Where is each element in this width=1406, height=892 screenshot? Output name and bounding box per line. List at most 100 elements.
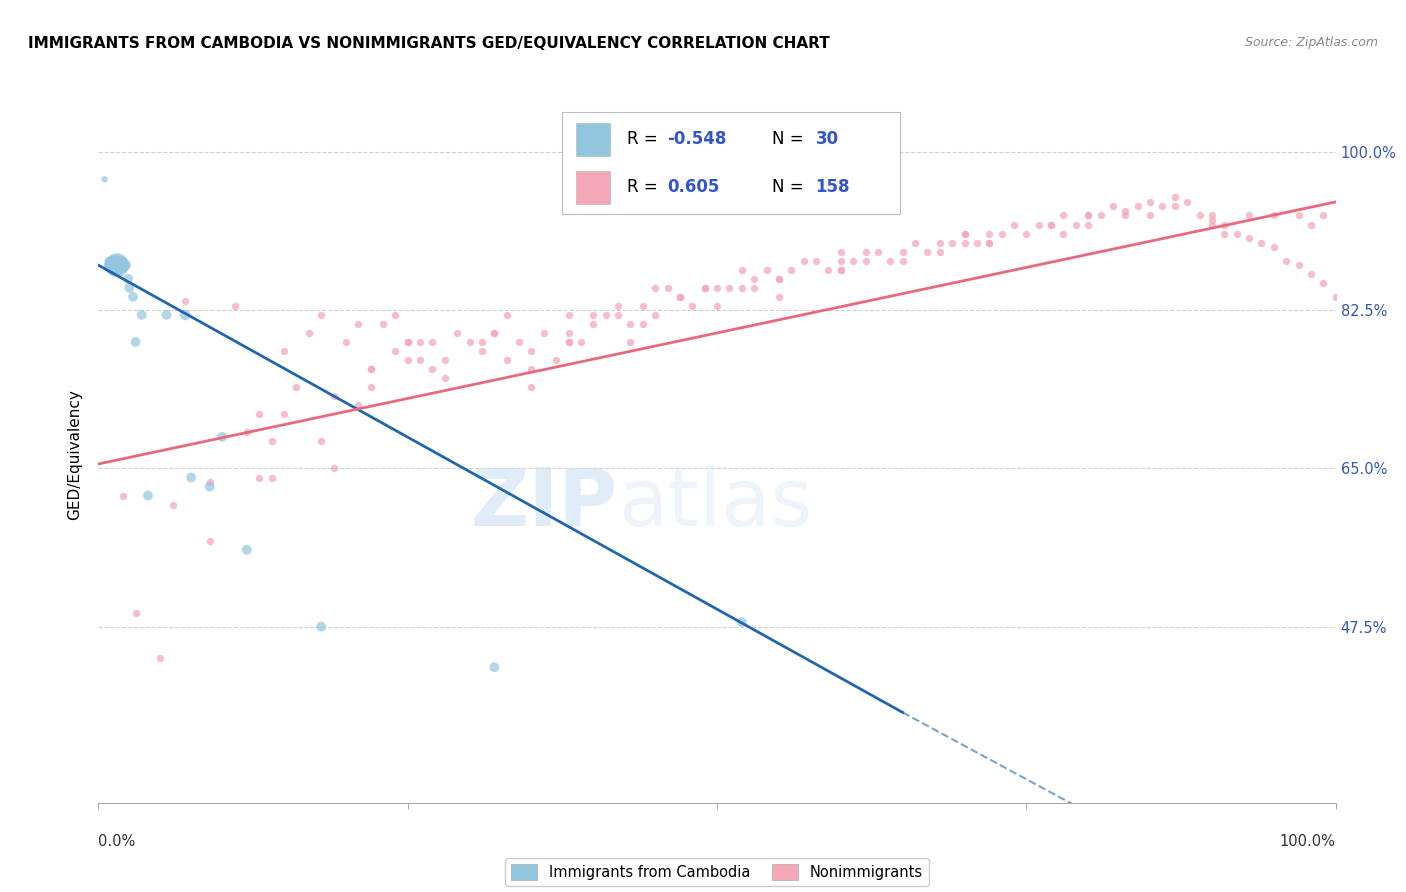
- Point: [1114, 209, 1136, 223]
- Point: [1064, 218, 1087, 232]
- Point: [247, 470, 270, 484]
- Point: [105, 258, 128, 272]
- Point: [180, 470, 202, 484]
- Point: [104, 258, 127, 272]
- Point: [669, 290, 692, 304]
- Point: [1040, 218, 1063, 232]
- Point: [1312, 209, 1334, 223]
- Point: [607, 308, 630, 322]
- Point: [1201, 213, 1223, 227]
- Point: [953, 235, 976, 250]
- Point: [1139, 209, 1161, 223]
- Point: [198, 479, 221, 493]
- Text: 30: 30: [815, 130, 838, 148]
- Point: [1040, 218, 1063, 232]
- Point: [1288, 258, 1310, 272]
- Point: [1288, 209, 1310, 223]
- Point: [508, 334, 530, 349]
- Point: [953, 227, 976, 241]
- Point: [1052, 209, 1074, 223]
- Point: [804, 253, 827, 268]
- Point: [917, 244, 939, 259]
- Point: [1237, 231, 1260, 245]
- Point: [582, 317, 605, 331]
- Point: [236, 542, 259, 557]
- Point: [979, 227, 1001, 241]
- Point: [768, 271, 790, 285]
- Point: [1077, 209, 1099, 223]
- Point: [458, 334, 481, 349]
- Text: -0.548: -0.548: [666, 130, 727, 148]
- Legend: Immigrants from Cambodia, Nonimmigrants: Immigrants from Cambodia, Nonimmigrants: [505, 858, 929, 886]
- Point: [103, 258, 125, 272]
- Point: [384, 344, 406, 359]
- Point: [298, 326, 321, 340]
- Point: [1226, 227, 1249, 241]
- Point: [1213, 218, 1236, 232]
- Point: [495, 353, 517, 368]
- Point: [1077, 218, 1099, 232]
- Point: [1275, 253, 1298, 268]
- Point: [1152, 199, 1174, 213]
- Point: [122, 290, 145, 304]
- Point: [928, 235, 950, 250]
- Point: [446, 326, 468, 340]
- Point: [1114, 203, 1136, 218]
- Point: [1175, 194, 1198, 209]
- Point: [706, 281, 728, 295]
- Point: [1164, 199, 1187, 213]
- Point: [966, 235, 988, 250]
- Text: atlas: atlas: [619, 465, 813, 542]
- Point: [731, 615, 754, 629]
- Point: [1139, 194, 1161, 209]
- Point: [105, 258, 128, 272]
- Point: [557, 326, 579, 340]
- Point: [273, 407, 295, 421]
- Point: [718, 281, 741, 295]
- Point: [1015, 227, 1038, 241]
- Point: [112, 258, 135, 272]
- Point: [347, 317, 370, 331]
- Point: [236, 425, 259, 440]
- Y-axis label: GED/Equivalency: GED/Equivalency: [67, 390, 83, 520]
- Point: [941, 235, 963, 250]
- Point: [273, 344, 295, 359]
- Point: [260, 470, 283, 484]
- FancyBboxPatch shape: [576, 171, 610, 204]
- Point: [1052, 227, 1074, 241]
- Point: [520, 362, 543, 376]
- Point: [1299, 267, 1322, 281]
- Point: [979, 235, 1001, 250]
- Point: [842, 253, 865, 268]
- Point: [422, 334, 444, 349]
- Point: [817, 262, 839, 277]
- Point: [607, 299, 630, 313]
- Point: [97, 253, 120, 268]
- Point: [174, 294, 197, 309]
- Point: [484, 326, 506, 340]
- Point: [669, 290, 692, 304]
- Point: [131, 308, 153, 322]
- Text: Source: ZipAtlas.com: Source: ZipAtlas.com: [1244, 36, 1378, 49]
- Point: [103, 258, 125, 272]
- Text: N =: N =: [772, 178, 808, 196]
- Point: [830, 244, 852, 259]
- Point: [124, 334, 146, 349]
- Point: [731, 262, 754, 277]
- Point: [309, 434, 332, 449]
- Point: [619, 334, 641, 349]
- Point: [1312, 277, 1334, 291]
- Point: [107, 258, 129, 272]
- Point: [533, 326, 555, 340]
- Point: [309, 308, 332, 322]
- Point: [681, 299, 703, 313]
- Point: [396, 334, 419, 349]
- Point: [433, 353, 456, 368]
- Point: [742, 271, 765, 285]
- Point: [360, 362, 382, 376]
- Point: [1263, 209, 1285, 223]
- Point: [1077, 209, 1099, 223]
- Point: [904, 235, 927, 250]
- Point: [108, 258, 131, 272]
- Point: [1102, 199, 1125, 213]
